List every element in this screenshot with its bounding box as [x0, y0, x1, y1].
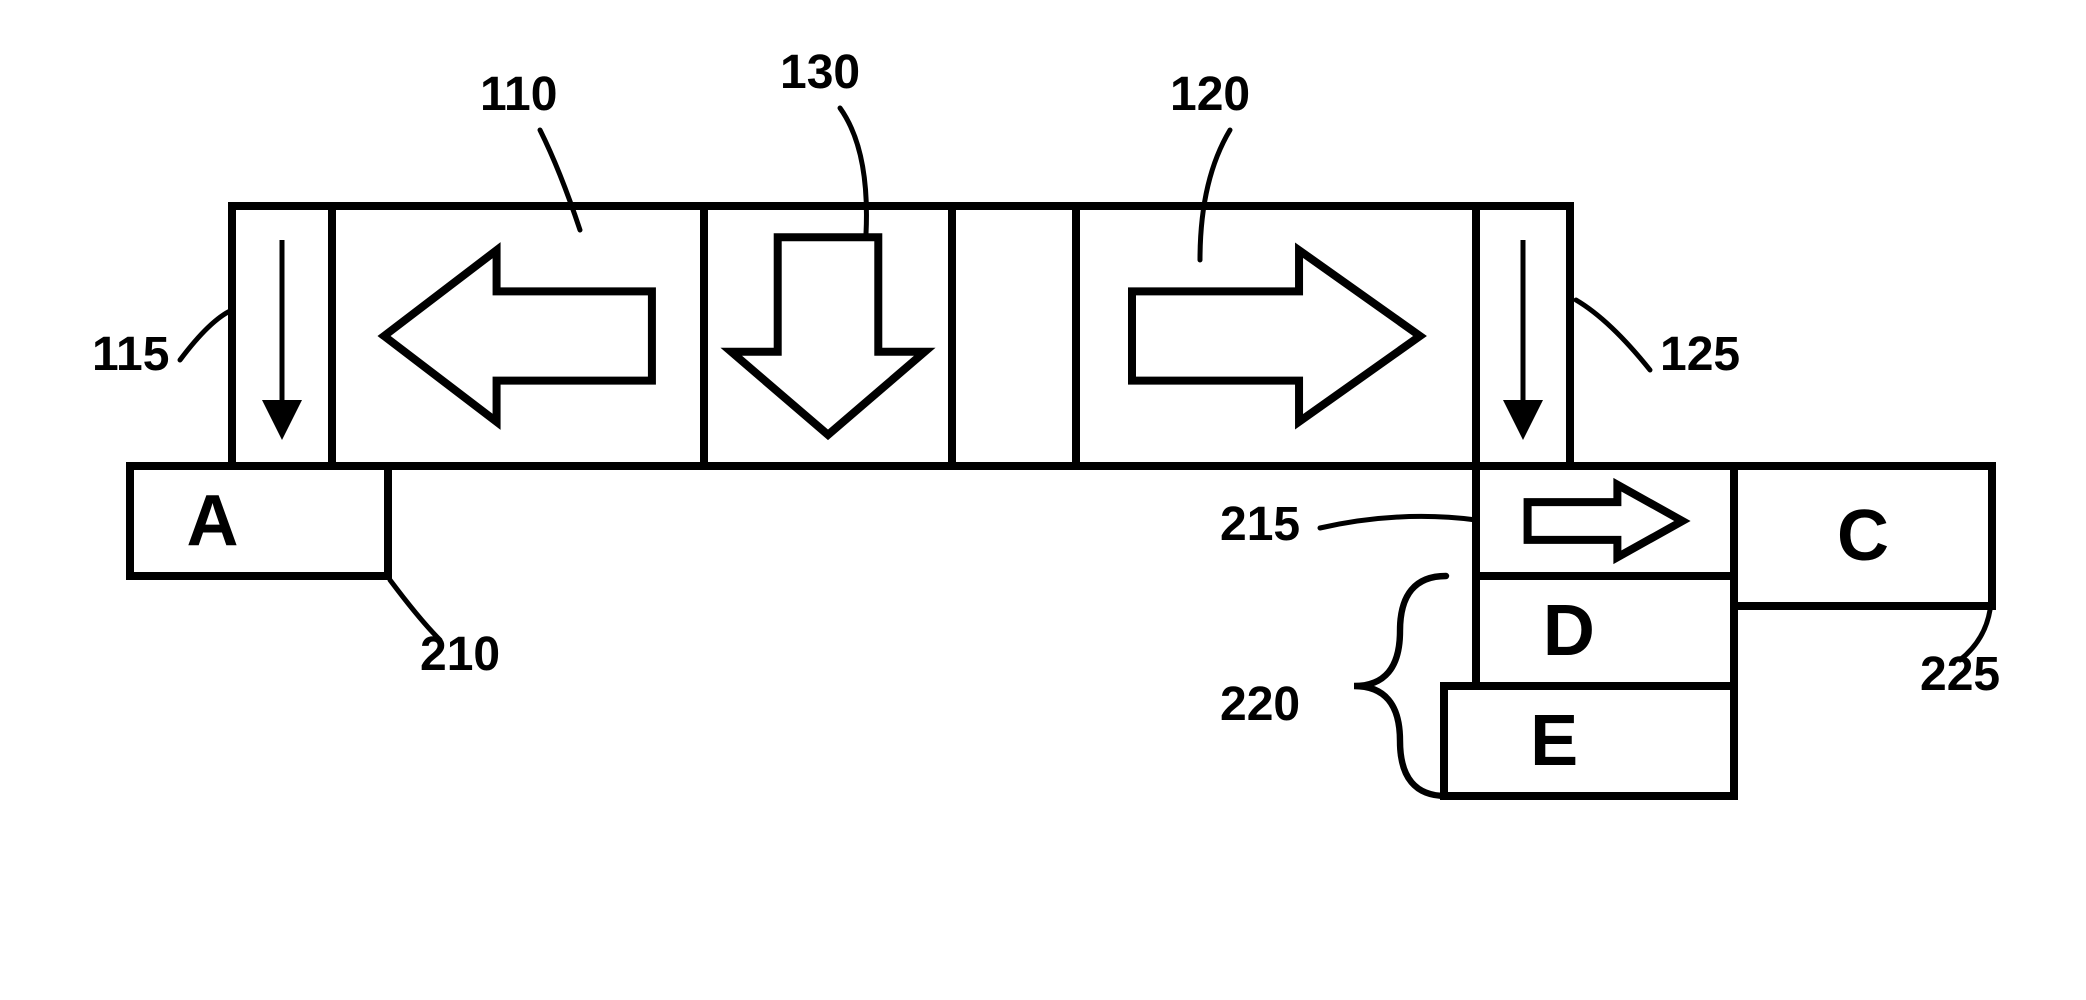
block-arrow-left-icon — [384, 250, 652, 422]
box-label-E: E — [1530, 701, 1578, 781]
leader-l215 — [1320, 516, 1476, 528]
leader-l130 — [840, 108, 866, 234]
leader-l125 — [1576, 300, 1650, 370]
leader-l110 — [540, 130, 580, 230]
box-D — [1476, 576, 1734, 686]
block-arrow-right-icon — [1132, 250, 1420, 422]
box-A — [130, 466, 388, 576]
ref-label: 110 — [480, 68, 557, 121]
ref-label: 210 — [420, 628, 500, 681]
box-label-C: C — [1837, 496, 1889, 576]
box-label-D: D — [1543, 591, 1595, 671]
ref-label: 130 — [780, 46, 860, 99]
box-label-A: A — [187, 481, 239, 561]
ref-label: 125 — [1660, 328, 1740, 381]
box-E — [1444, 686, 1734, 796]
block-arrow-down-icon — [731, 237, 924, 435]
ref-label: 225 — [1920, 648, 2000, 701]
leader-l120 — [1200, 130, 1230, 260]
ref-label: 220 — [1220, 678, 1300, 731]
ref-label: 120 — [1170, 68, 1250, 121]
row-cell — [952, 206, 1076, 466]
brace-icon — [1354, 576, 1446, 796]
ref-label: 215 — [1220, 498, 1300, 551]
leader-l115 — [180, 310, 232, 360]
ref-label: 115 — [92, 328, 169, 381]
